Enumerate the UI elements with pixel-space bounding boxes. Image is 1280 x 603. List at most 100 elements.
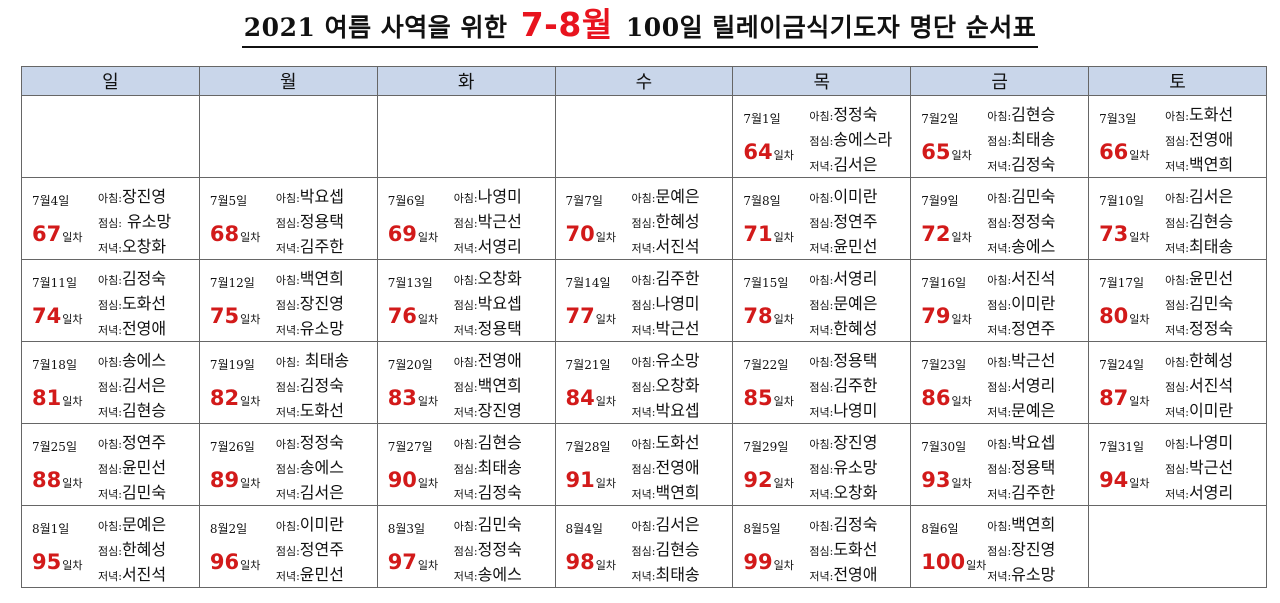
evening-name: 정연주 — [1011, 319, 1056, 338]
lunch-name: 김현승 — [1189, 212, 1234, 231]
evening-label: 저녁: — [453, 242, 478, 255]
meal-slots: 아침:장진영 점심:유소망 저녁:오창화 — [809, 430, 877, 505]
date-label: 8월1일 — [32, 522, 70, 536]
date-label: 7월18일 — [32, 358, 77, 372]
evening-name: 오창화 — [121, 237, 167, 256]
day-count: 93일차 — [921, 468, 971, 492]
day-count: 72일차 — [921, 222, 971, 246]
lunch-label: 점심: — [98, 463, 122, 476]
day-suffix: 일차 — [62, 395, 83, 408]
day-suffix: 일차 — [62, 313, 83, 326]
morning-slot: 아침:도화선 — [632, 430, 700, 455]
day-cell: 7월23일 86일차 아침:박근선 점심:서영리 저녁:문예은 — [910, 341, 1090, 424]
day-cell-content: 8월6일 100일차 아침:백연희 점심:장진영 저녁:유소망 — [911, 506, 1088, 587]
day-cell-content: 7월16일 79일차 아침:서진석 점심:이미란 저녁:정연주 — [911, 260, 1088, 341]
day-cell: 7월9일 72일차 아침:김민숙 점심:정정숙 저녁:송에스 — [910, 177, 1090, 260]
lunch-name: 박근선 — [477, 212, 522, 231]
day-suffix: 일차 — [62, 477, 83, 490]
day-number: 79 — [921, 304, 951, 328]
meal-slots: 아침:전영애 점심:백연희 저녁:장진영 — [454, 348, 522, 423]
day-count: 81일차 — [32, 386, 82, 410]
morning-slot: 아침:정정숙 — [276, 430, 344, 455]
day-count: 90일차 — [388, 468, 438, 492]
morning-name: 서진석 — [1011, 269, 1056, 288]
morning-label: 아침: — [453, 274, 478, 287]
date-label: 7월11일 — [32, 276, 77, 290]
day-suffix: 일차 — [1129, 477, 1150, 490]
date-label: 7월2일 — [921, 112, 959, 126]
lunch-slot: 점심:서진석 — [1165, 373, 1233, 398]
day-number: 64 — [743, 140, 773, 164]
day-number: 67 — [32, 222, 62, 246]
day-cell-content: 7월30일 93일차 아침:박요셉 점심:정용택 저녁:김주한 — [911, 424, 1088, 505]
lunch-name: 유소망 — [121, 212, 172, 231]
day-count: 75일차 — [210, 304, 260, 328]
day-number: 92 — [743, 468, 773, 492]
morning-label: 아침: — [98, 438, 122, 451]
page-title: 2021 여름 사역을 위한 7-8월 100일 릴레이금식기도자 명단 순서표 — [0, 8, 1280, 48]
morning-label: 아침: — [98, 274, 122, 287]
meal-slots: 아침:김민숙 점심:정정숙 저녁:송에스 — [454, 512, 522, 587]
lunch-label: 점심: — [453, 299, 478, 312]
day-cell-content: 8월1일 95일차 아침:문예은 점심:한혜성 저녁:서진석 — [22, 506, 199, 587]
lunch-name: 최태송 — [1011, 130, 1056, 149]
evening-name: 김서은 — [299, 483, 344, 502]
evening-name: 유소망 — [299, 319, 344, 338]
meal-slots: 아침:정연주 점심:윤민선 저녁:김민숙 — [98, 430, 166, 505]
morning-label: 아침: — [631, 192, 656, 205]
lunch-slot: 점심:김주한 — [809, 373, 877, 398]
day-cell: 8월1일 95일차 아침:문예은 점심:한혜성 저녁:서진석 — [21, 505, 200, 588]
evening-label: 저녁: — [275, 406, 300, 419]
evening-name: 문예은 — [1011, 401, 1056, 420]
date-label: 7월29일 — [743, 440, 789, 454]
day-suffix: 일차 — [773, 149, 794, 162]
day-number: 74 — [32, 304, 62, 328]
morning-label: 아침: — [453, 192, 478, 205]
evening-slot: 저녁:서영리 — [1165, 480, 1233, 505]
evening-label: 저녁: — [1165, 406, 1190, 419]
date-label: 7월28일 — [565, 440, 611, 454]
morning-name: 전영애 — [477, 351, 522, 370]
morning-slot: 아침:박근선 — [987, 348, 1055, 373]
morning-label: 아침: — [987, 520, 1012, 533]
meal-slots: 아침:김서은 점심:김현승 저녁:최태송 — [632, 512, 700, 587]
meal-slots: 아침:나영미 점심:박근선 저녁:서영리 — [454, 184, 522, 259]
lunch-slot: 점심:전영애 — [1165, 127, 1233, 152]
day-cell: 7월11일 74일차 아침:김정숙 점심:도화선 저녁:전영애 — [21, 259, 200, 342]
day-suffix: 일차 — [240, 231, 261, 244]
lunch-label: 점심: — [275, 545, 300, 558]
day-number: 83 — [387, 386, 417, 410]
lunch-slot: 점심:송에스라 — [809, 127, 892, 152]
date-label: 7월1일 — [743, 112, 781, 126]
morning-name: 이미란 — [299, 515, 344, 534]
morning-slot: 아침:박요셉 — [276, 184, 344, 209]
day-suffix: 일차 — [417, 559, 439, 572]
meal-slots: 아침:나영미 점심:박근선 저녁:서영리 — [1165, 430, 1233, 505]
day-cell-content: 7월10일 73일차 아침:김서은 점심:김현승 저녁:최태송 — [1089, 178, 1266, 259]
morning-slot: 아침:김정숙 — [809, 512, 877, 537]
day-suffix: 일차 — [1129, 231, 1150, 244]
date-label: 7월8일 — [743, 194, 781, 208]
lunch-name: 한혜성 — [121, 540, 167, 559]
day-cell: 7월7일 70일차 아침:문예은 점심:한혜성 저녁:서진석 — [554, 177, 734, 260]
morning-slot: 아침:백연희 — [987, 512, 1055, 537]
morning-name: 오창화 — [477, 269, 522, 288]
lunch-slot: 점심:오창화 — [632, 373, 700, 398]
evening-name: 전영애 — [833, 565, 878, 584]
evening-slot: 저녁:박근선 — [632, 316, 700, 341]
lunch-slot: 점심:한혜성 — [632, 209, 700, 234]
lunch-label: 점심: — [1165, 381, 1190, 394]
morning-label: 아침: — [1165, 192, 1190, 205]
evening-label: 저녁: — [453, 488, 478, 501]
morning-slot: 아침:김서은 — [632, 512, 700, 537]
lunch-label: 점심: — [631, 545, 656, 558]
day-count: 99일차 — [743, 550, 793, 574]
day-number: 90 — [387, 468, 417, 492]
morning-slot: 아침:이미란 — [276, 512, 344, 537]
evening-label: 저녁: — [631, 406, 656, 419]
morning-name: 정연주 — [121, 433, 167, 452]
day-cell: 7월24일 87일차 아침:한혜성 점심:서진석 저녁:이미란 — [1088, 341, 1267, 424]
meal-slots: 아침:장진영 점심: 유소망 저녁:오창화 — [98, 184, 171, 259]
date-label: 7월26일 — [209, 440, 255, 454]
day-suffix: 일차 — [240, 313, 261, 326]
